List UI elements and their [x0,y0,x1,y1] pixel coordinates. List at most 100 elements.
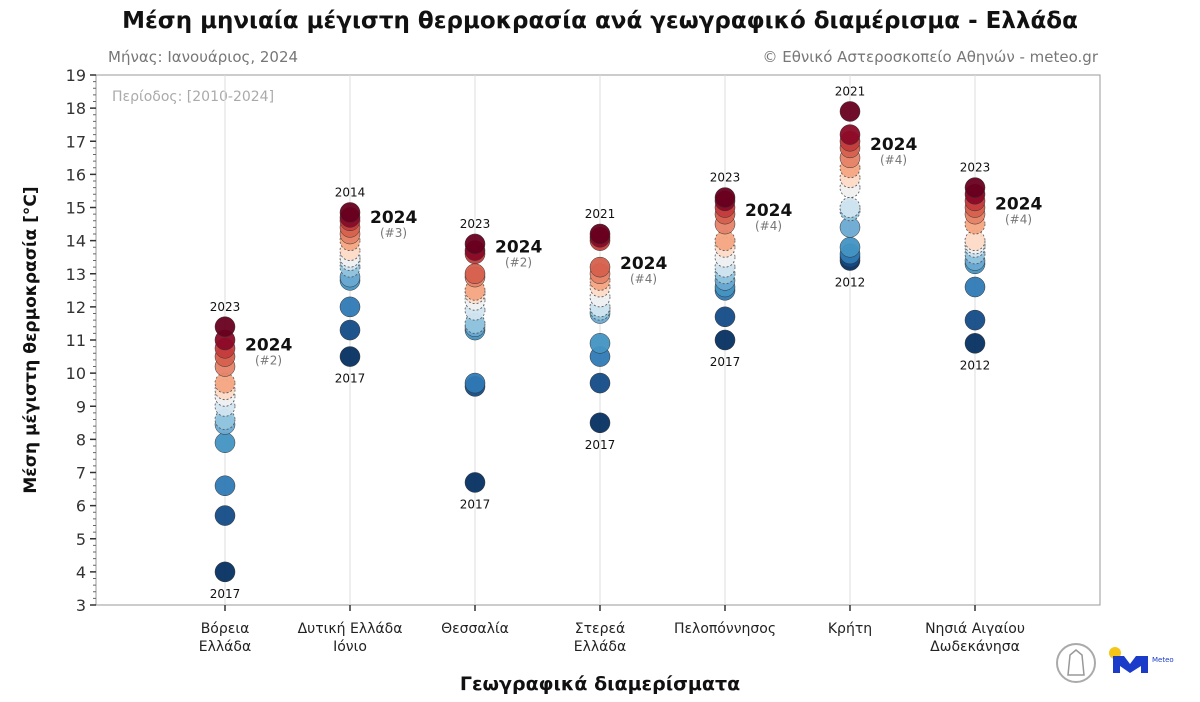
y-axis: 3 4 5 6 7 8 9 10 11 12 13 14 15 16 17 18 19 [66,66,96,615]
rank-label: (#3) [380,226,407,240]
max-year-label: 2023 [710,171,741,185]
data-point [964,333,986,354]
x-tick-label: Στερεά [575,621,626,637]
x-tick-label: Βόρεια [201,621,250,637]
y-tick-label: 14 [66,232,86,251]
data-point [839,101,861,122]
data-point [339,202,361,223]
min-year-label: 2012 [960,358,991,372]
data-point [589,256,611,278]
data-point [214,475,236,496]
meteo-logo: Meteo [1109,647,1174,673]
max-year-label: 2023 [460,217,491,231]
data-point [214,316,236,337]
x-tick-label: Κρήτη [828,621,872,637]
min-year-label: 2017 [585,438,616,452]
x-tick-label: Νησιά Αιγαίου [925,621,1025,637]
data-point [339,296,361,318]
y-tick-label: 9 [76,397,86,416]
data-point [214,432,236,453]
y-axis-label: Μέση μέγιστη θερμοκρασία [°C] [21,186,41,493]
y-tick-label: 13 [66,265,86,284]
data-point [714,306,736,328]
data-point [589,412,611,434]
x-axis-label: Γεωγραφικά διαμερίσματα [460,673,740,695]
rank-label: (#2) [255,353,282,367]
noa-logo [1056,643,1096,683]
data-point [589,333,611,354]
highlight-year-label: 2024 [620,254,667,274]
x-tick-label: Ελλάδα [574,639,626,655]
y-tick-label: 10 [66,364,86,383]
rank-label: (#4) [755,219,782,233]
min-year-label: 2017 [460,497,491,511]
min-year-label: 2017 [210,587,241,601]
meteo-logo-text: Meteo [1152,656,1174,664]
highlight-year-label: 2024 [495,238,542,258]
rank-label: (#4) [880,153,907,167]
y-tick-label: 4 [76,563,86,582]
min-year-label: 2017 [710,355,741,369]
data-point [589,223,611,245]
highlight-year-label: 2024 [370,208,417,228]
data-point [839,237,861,258]
max-year-label: 2021 [585,207,616,221]
data-point [339,319,361,341]
rank-label: (#4) [630,272,657,286]
min-year-label: 2012 [835,276,866,290]
y-tick-label: 15 [66,199,86,218]
y-tick-label: 16 [66,165,86,184]
data-point [714,187,736,208]
data-point [714,230,736,252]
data-point [964,230,986,252]
data-point [964,276,986,298]
data-point [964,177,986,198]
data-point [464,233,486,255]
data-point [214,561,236,583]
x-tick-label: Πελοπόννησος [674,621,776,637]
data-point [714,329,736,351]
subtitle-copyright: © Εθνικό Αστεροσκοπείο Αθηνών - meteo.gr [763,48,1099,66]
data-point [464,472,486,493]
y-tick-label: 6 [76,497,86,516]
y-tick-label: 8 [76,430,86,449]
max-year-label: 2021 [835,84,866,98]
max-year-label: 2023 [210,300,241,314]
data-point [589,372,611,394]
max-year-label: 2014 [335,185,366,199]
y-tick-label: 17 [66,132,86,151]
x-tick-label: Ελλάδα [199,639,251,655]
max-year-label: 2023 [960,161,991,175]
highlight-year-label: 2024 [245,335,292,355]
x-tick-label: Δυτική Ελλάδα [298,621,403,637]
chart-title: Μέση μηνιαία μέγιστη θερμοκρασία ανά γεω… [122,8,1078,34]
y-tick-label: 3 [76,596,86,615]
highlight-year-label: 2024 [870,135,917,155]
rank-label: (#4) [1005,213,1032,227]
x-axis: Βόρεια Ελλάδα Δυτική Ελλάδα Ιόνιο Θεσσαλία Στ… [199,605,1025,655]
rank-label: (#2) [505,256,532,270]
y-tick-label: 5 [76,530,86,549]
data-point [839,124,861,145]
data-point [464,372,486,394]
y-tick-label: 11 [66,331,86,350]
y-tick-label: 19 [66,66,86,85]
data-point [464,263,486,284]
data-point [964,309,986,331]
data-points: 202320172024(#2)201420172024(#3)20232017… [210,84,1043,600]
subtitle-month: Μήνας: Ιανουάριος, 2024 [108,48,298,66]
x-tick-label: Ιόνιο [333,639,367,655]
data-point [339,346,361,367]
data-point [214,505,236,526]
min-year-label: 2017 [335,372,366,386]
y-tick-label: 12 [66,298,86,317]
data-point [839,197,861,218]
highlight-year-label: 2024 [745,201,792,221]
x-tick-label: Θεσσαλία [441,621,509,637]
x-tick-label: Δωδεκάνησα [930,639,1020,655]
y-tick-label: 7 [76,464,86,483]
period-note: Περίοδος: [2010-2024] [112,89,274,105]
y-tick-label: 18 [66,99,86,118]
highlight-year-label: 2024 [995,195,1042,215]
